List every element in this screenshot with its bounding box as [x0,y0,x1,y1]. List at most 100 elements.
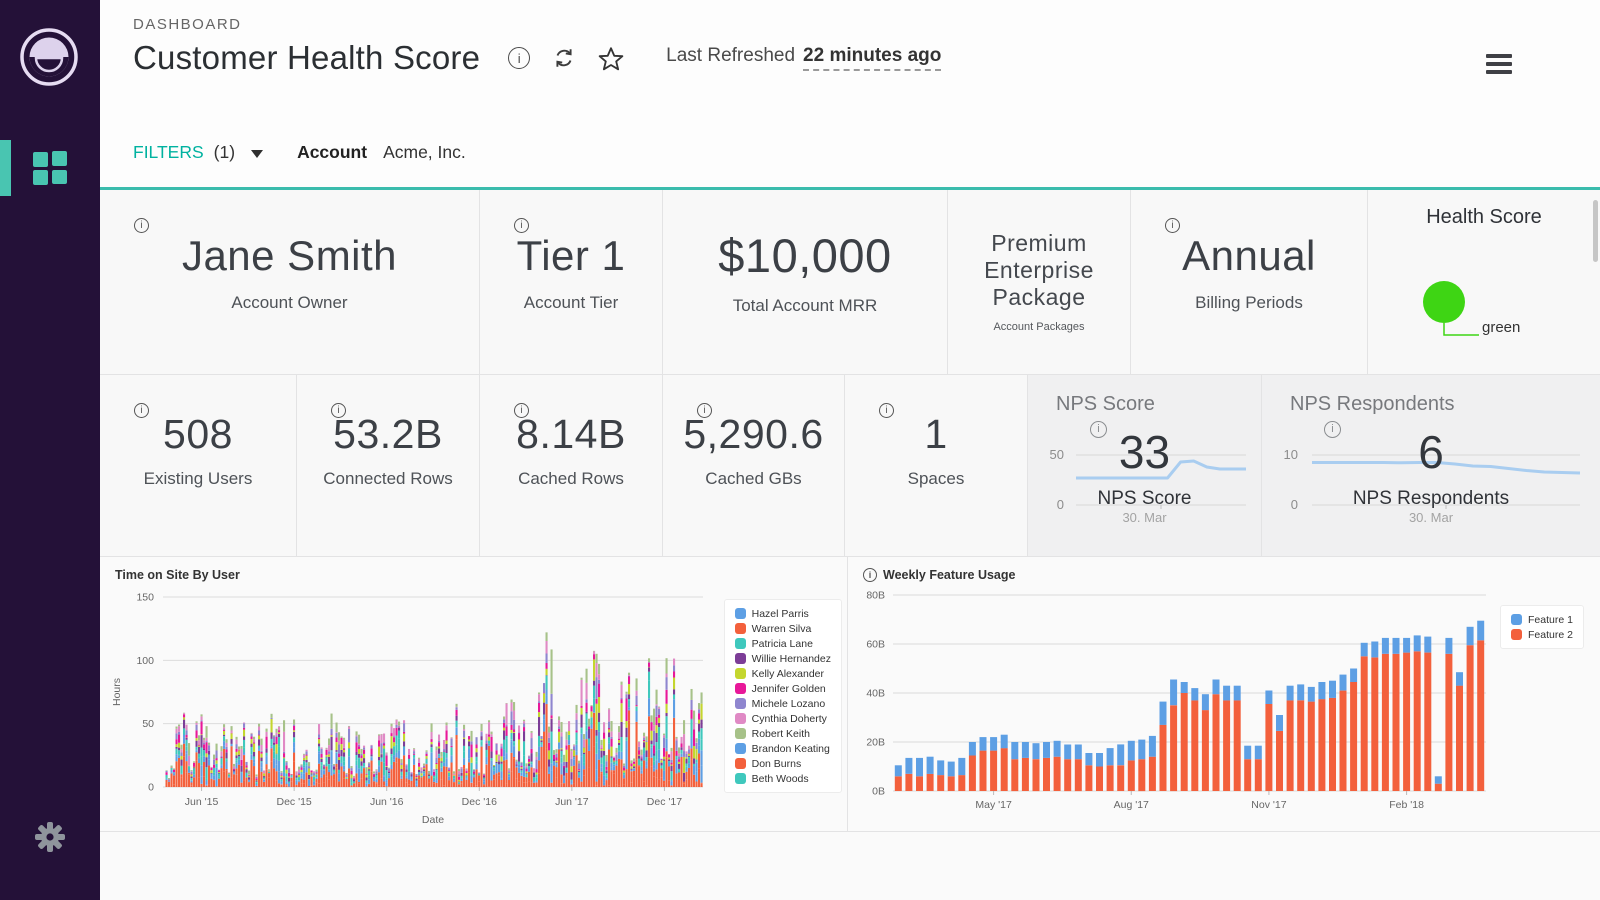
kpi-label: Billing Periods [1195,292,1303,312]
legend-label: Warren Silva [751,622,812,635]
y-axis-min: 0 [1056,497,1064,512]
y-axis-min: 0 [1290,497,1298,512]
svg-text:Aug '17: Aug '17 [1114,799,1149,811]
bottom-strip [100,832,1600,900]
legend-item-8[interactable]: Robert Keith [734,726,831,741]
kpi-label: Account Packages [993,321,1085,334]
legend-swatch [734,713,746,724]
charts-row: Time on Site By User 0 50 100 150 Hours Jun '… [100,557,1600,832]
legend-label: Feature 2 [1528,628,1573,641]
health-status-label: green [1482,319,1521,336]
card-account-owner: i Jane Smith Account Owner [100,190,480,375]
last-refreshed-value[interactable]: 22 minutes ago [803,45,942,71]
card-cached-gbs: i 5,290.6 Cached GBs [663,375,845,557]
legend-item-10[interactable]: Don Burns [734,756,831,771]
legend-item-7[interactable]: Cynthia Doherty [734,711,831,726]
kpi-label: Spaces [907,468,965,488]
legend-item-0[interactable]: Hazel Parris [734,606,831,621]
card-account-packages: Premium Enterprise Package Account Packa… [948,190,1131,375]
kpi-value: 53.2B [333,411,443,457]
card-connected-rows: i 53.2B Connected Rows [297,375,480,557]
kpi-label: Total Account MRR [732,295,878,315]
kpi-label: Account Tier [523,292,619,312]
legend-item-11[interactable]: Beth Woods [734,771,831,786]
sidebar [0,0,100,900]
svg-text:60B: 60B [866,639,885,651]
last-refreshed-label: Last Refreshed [666,45,796,66]
favorite-star-icon[interactable] [598,46,624,71]
legend-swatch [734,773,746,784]
legend-swatch [1511,614,1522,625]
filters-button[interactable]: FILTERS [133,141,204,162]
svg-text:40B: 40B [866,688,885,700]
svg-text:20B: 20B [866,737,885,749]
legend-item-4[interactable]: Kelly Alexander [734,666,831,681]
kpi-value: Annual [1182,232,1316,279]
menu-hamburger-icon[interactable] [1486,54,1512,78]
weekly-feature-usage-chart[interactable]: 0B 20B 40B 60B 80B May '17 Aug '17 Nov '17 Feb '… [848,557,1600,832]
kpi-value: $10,000 [718,229,892,282]
nps-series-label: NPS Score [1097,488,1192,509]
time-on-site-chart[interactable]: 0 50 100 150 Hours Jun '15 Dec '15 Jun '16 Dec '… [100,557,848,832]
scrollbar-thumb[interactable] [1593,200,1598,262]
legend-item-6[interactable]: Michele Lozano [734,696,831,711]
card-spaces: i 1 Spaces [845,375,1028,557]
info-icon[interactable]: i [697,403,712,418]
kpi-row-2: i 508 Existing Users i 53.2B Connected R… [100,375,1600,557]
kpi-label: Cached Rows [518,468,624,488]
legend-swatch [734,728,746,739]
legend-swatch [734,608,746,619]
info-icon[interactable]: i [1090,421,1107,438]
filter-field: Account [297,141,368,162]
sidebar-item-dashboards[interactable] [0,138,100,198]
svg-text:80B: 80B [866,590,885,602]
stacked-bars [894,620,1485,792]
info-icon[interactable]: i [514,218,529,233]
card-billing-periods: i Annual Billing Periods [1131,190,1368,375]
legend-item-9[interactable]: Brandon Keating [734,741,831,756]
info-icon[interactable]: i [863,568,877,582]
active-indicator [0,140,11,196]
info-icon[interactable]: i [879,403,894,418]
chart-title: Weekly Feature Usage [883,568,1016,582]
legend-label: Feature 1 [1528,613,1573,626]
info-icon[interactable]: i [1165,218,1180,233]
nps-title: NPS Respondents [1290,393,1455,415]
svg-text:Hours: Hours [111,678,123,706]
svg-text:Nov '17: Nov '17 [1251,799,1286,811]
kpi-label: Existing Users [143,468,253,488]
legend-item-3[interactable]: Willie Hernandez [734,651,831,666]
stacked-spike-bars [165,632,703,787]
kpi-label: Account Owner [231,292,348,312]
kpi-value: 508 [163,411,233,457]
panel-weekly-feature-usage: i Weekly Feature Usage 0B 20B 40B 60B 80B May… [848,557,1600,832]
legend-swatch [734,758,746,769]
legend-swatch [734,638,746,649]
nps-value: 6 [1418,426,1444,478]
health-status-dot[interactable] [1423,281,1465,323]
info-icon[interactable]: i [1324,421,1341,438]
legend-item-5[interactable]: Jennifer Golden [734,681,831,696]
y-axis-max: 50 [1049,447,1064,462]
refresh-icon[interactable] [552,46,576,70]
legend-swatch [734,623,746,634]
filter-value[interactable]: Acme, Inc. [383,141,466,162]
legend-item-1[interactable]: Warren Silva [734,621,831,636]
chevron-down-icon[interactable] [251,149,264,158]
legend-item-0[interactable]: Feature 1 [1511,612,1573,627]
settings-gear-icon[interactable] [30,817,70,862]
nps-value: 33 [1118,426,1171,478]
legend-item-2[interactable]: Patricia Lane [734,636,831,651]
info-icon[interactable]: i [514,403,529,418]
info-icon[interactable]: i [134,403,149,418]
page-title: Customer Health Score [133,39,481,76]
card-cached-rows: i 8.14B Cached Rows [480,375,663,557]
svg-text:Date: Date [422,814,444,826]
legend-item-1[interactable]: Feature 2 [1511,627,1573,642]
info-icon[interactable]: i [508,47,531,69]
app-logo[interactable] [18,26,80,93]
info-icon[interactable]: i [331,403,346,418]
info-icon[interactable]: i [134,218,149,233]
nps-title: NPS Score [1056,393,1155,415]
filters-count: (1) [213,141,236,162]
